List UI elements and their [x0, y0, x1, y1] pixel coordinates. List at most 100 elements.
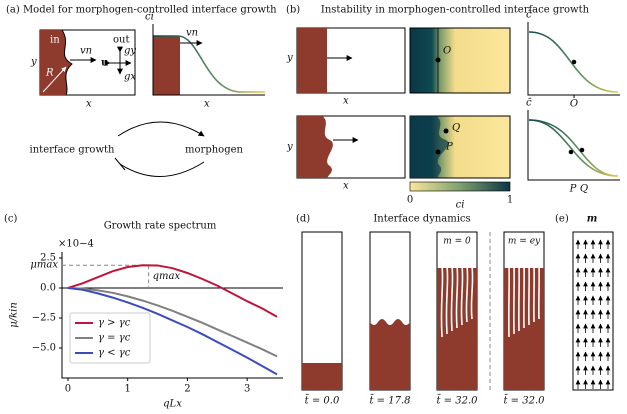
- interface-region: [40, 30, 72, 95]
- inset-mey: m = ey: [508, 237, 541, 247]
- row2-curve-q: [528, 119, 619, 177]
- gap: [505, 250, 543, 266]
- y-tick-label: −5.0: [32, 343, 56, 354]
- series-line: [67, 287, 278, 358]
- chart: (c) Growth rate spectrum ×10−4 qLx μ/kin 2.5 0…: [4, 214, 283, 410]
- point-p: [435, 149, 441, 155]
- legend-box: [69, 312, 151, 364]
- time-label: t̄ = 0.0: [305, 394, 340, 406]
- label-profile-x: x: [204, 99, 210, 110]
- time-label: t̄ = 32.0: [503, 394, 545, 406]
- series-line: [67, 264, 278, 318]
- grown-region: [302, 363, 342, 390]
- cycle-growth: interface growth: [30, 145, 115, 156]
- row2-plot-tick-p: P: [569, 184, 577, 195]
- x-label: qLx: [163, 399, 182, 410]
- radius-arrow: [42, 66, 67, 93]
- label-r: R: [45, 68, 54, 79]
- series-line: [67, 287, 278, 376]
- row2-y: y: [286, 142, 293, 153]
- row1-plot-y: c̄: [526, 10, 532, 21]
- label-gx: gx: [124, 72, 136, 83]
- region-1: [297, 28, 327, 93]
- channel: [460, 265, 464, 326]
- label-gy: gy: [124, 46, 136, 57]
- cycle-morphogen: morphogen: [185, 145, 243, 156]
- field: [575, 239, 611, 389]
- row1-curve: [528, 31, 619, 93]
- panel-d-label: (d): [296, 214, 310, 225]
- row1-point: O: [443, 46, 451, 57]
- profile-axes: [152, 24, 265, 96]
- x-tick-label: 0: [65, 384, 71, 395]
- colorbar-tick: 0: [407, 195, 413, 206]
- channel: [455, 265, 459, 329]
- channel: [450, 265, 454, 332]
- grown-region: [370, 319, 410, 390]
- panel-b-label: (b): [286, 5, 300, 16]
- colorbar-tick: 1: [507, 195, 513, 206]
- row1-plot-tick: O: [570, 99, 578, 110]
- row2-x: x: [343, 181, 349, 192]
- row2-curve-point-p: [568, 149, 574, 155]
- row2-curve-point-q: [579, 147, 585, 153]
- row1-y: y: [286, 53, 293, 64]
- gap: [438, 250, 476, 266]
- channel: [470, 265, 474, 320]
- panel-a-title: (a) Model for morphogen-controlled inter…: [6, 5, 277, 16]
- region-2: [297, 116, 333, 178]
- row2-axes: [527, 110, 620, 181]
- label-out: out: [113, 35, 129, 46]
- row1-curve-point: [571, 59, 577, 65]
- colorbar: [409, 181, 511, 192]
- inhibit-bar: [114, 157, 126, 171]
- row1-axes: [527, 22, 620, 96]
- cycle-inhibit: [119, 161, 205, 177]
- label-ci: ci: [145, 12, 154, 23]
- field-box: [572, 231, 614, 391]
- chart-title: Growth rate spectrum: [104, 221, 217, 232]
- profile-region: [153, 36, 180, 95]
- point-q: [443, 128, 449, 134]
- row2-point-p: P: [445, 142, 453, 153]
- legend-label: γ = γc: [98, 333, 131, 344]
- channel: [465, 265, 469, 323]
- y-multiplier: ×10−4: [58, 239, 94, 250]
- annotation: qmax: [153, 271, 181, 282]
- time-label: t̄ = 32.0: [436, 394, 478, 406]
- heatmap-1: [409, 27, 511, 94]
- legend-label: γ < γc: [98, 348, 131, 359]
- label-profile-vn: vn: [186, 28, 198, 39]
- y-label: μ/kin: [9, 302, 20, 328]
- panel-e-label: (e): [555, 214, 569, 225]
- y-tick-label: 0.0: [40, 283, 56, 294]
- channel: [445, 265, 449, 335]
- x-tick-label: 1: [125, 384, 131, 395]
- dynamics: t̄ = 0.0 t̄ = 17.8 t̄ = 32.0 t̄ = 32.0: [301, 231, 545, 407]
- cycle-arrow: [117, 121, 205, 137]
- label-in: in: [50, 35, 60, 46]
- label-vn: vn: [80, 46, 92, 57]
- row2-plot-y: c̄: [526, 98, 532, 109]
- colorbar-label: ci: [456, 200, 465, 211]
- heat-front-2: [410, 116, 449, 178]
- point-o: [435, 57, 441, 63]
- panel-e-title: m: [587, 214, 598, 225]
- time-label: t̄ = 17.8: [369, 394, 410, 406]
- y-tick-label: 2.5: [40, 253, 56, 264]
- panel-d-title: Interface dynamics: [373, 214, 470, 225]
- annotation: μmax: [30, 260, 58, 271]
- label-u: u: [101, 58, 108, 69]
- panel-label: (c): [4, 214, 18, 225]
- panel-b-title: Instability in morphogen-controlled inte…: [321, 5, 590, 16]
- row2-curve-p: [528, 119, 619, 177]
- row2-point-q: Q: [452, 123, 460, 134]
- label-y: y: [30, 57, 37, 68]
- y-tick-label: −2.5: [32, 313, 56, 324]
- row1-x: x: [343, 96, 349, 107]
- row2-plot-tick-q: Q: [580, 184, 588, 195]
- channel: [440, 265, 444, 338]
- interface: [61, 29, 73, 96]
- inset-m0: m = 0: [443, 237, 471, 247]
